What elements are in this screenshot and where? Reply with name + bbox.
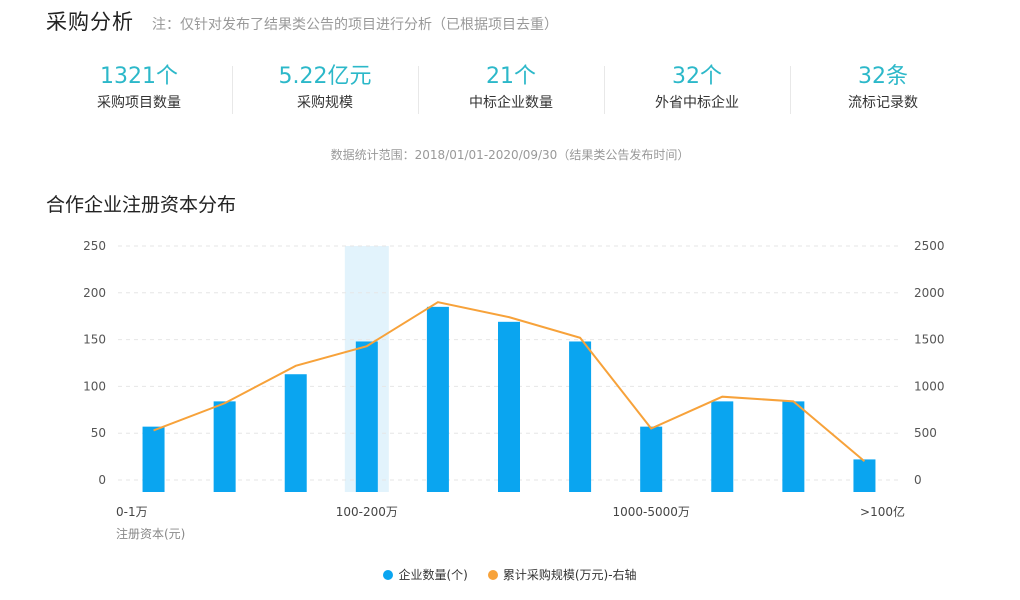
y-tick-label-left: 150 [83,333,106,347]
stat-value: 1321个 [100,64,178,89]
stats-row: 1321个 采购项目数量 5.22亿元 采购规模 21个 中标企业数量 32个 … [46,62,976,122]
stat-value: 32条 [858,64,908,89]
legend-item-bars[interactable]: 企业数量(个) [383,566,468,583]
stat-project-count: 1321个 采购项目数量 [46,62,232,122]
stat-label: 流标记录数 [848,95,918,111]
stat-label: 采购规模 [297,95,353,111]
y-tick-label-left: 100 [83,379,106,393]
page-title: 采购分析 [46,10,134,34]
legend-label: 企业数量(个) [398,568,468,582]
y-tick-label-right: 0 [914,473,922,487]
y-tick-label-left: 50 [91,426,106,440]
y-tick-label-left: 200 [83,286,106,300]
bar [569,341,592,492]
y-tick-label-right: 1500 [914,333,945,347]
legend-item-line[interactable]: 累计采购规模(万元)-右轴 [487,566,637,583]
y-tick-label-right: 2500 [914,239,945,253]
stat-winning-companies: 21个 中标企业数量 [418,62,604,122]
chart-legend: 企业数量(个) 累计采购规模(万元)-右轴 [0,566,1020,583]
page-header: 采购分析 注：仅针对发布了结果类公告的项目进行分析（已根据项目去重） [46,6,558,36]
y-tick-label-left: 0 [98,473,106,487]
bar [355,341,378,492]
bar [213,401,236,492]
data-range-note: 数据统计范围：2018/01/01-2020/09/30（结果类公告发布时间） [330,148,690,162]
bar [142,426,165,492]
stat-out-of-province: 32个 外省中标企业 [604,62,790,122]
bar [284,374,307,492]
chart-title: 合作企业注册资本分布 [46,194,237,216]
x-tick-label: 100-200万 [336,505,398,519]
stat-value: 21个 [486,64,536,89]
x-tick-label: >100亿 [860,504,905,519]
bar [640,426,663,492]
y-tick-label-right: 2000 [914,286,945,300]
stat-failed-bids: 32条 流标记录数 [790,62,976,122]
y-tick-label-left: 250 [83,239,106,253]
x-tick-label: 0-1万 [116,505,148,519]
stat-label: 中标企业数量 [469,95,553,111]
bar [711,401,734,492]
legend-label: 累计采购规模(万元)-右轴 [502,568,637,582]
bar [853,459,876,492]
page-note: 注：仅针对发布了结果类公告的项目进行分析（已根据项目去重） [152,17,558,33]
x-tick-label: 1000-5000万 [612,505,689,519]
stat-label: 采购项目数量 [97,95,181,111]
legend-dot-icon [487,569,498,580]
bar [426,306,449,492]
y-tick-label-right: 500 [914,426,937,440]
bar [498,321,520,492]
x-axis-label: 注册资本(元) [116,526,185,541]
bar [782,401,805,492]
stat-value: 5.22亿元 [278,64,372,89]
stat-label: 外省中标企业 [655,95,739,111]
y-tick-label-right: 1000 [914,379,945,393]
legend-dot-icon [383,569,394,580]
line-series [153,301,866,463]
stat-purchase-scale: 5.22亿元 采购规模 [232,62,418,122]
stat-value: 32个 [672,64,722,89]
